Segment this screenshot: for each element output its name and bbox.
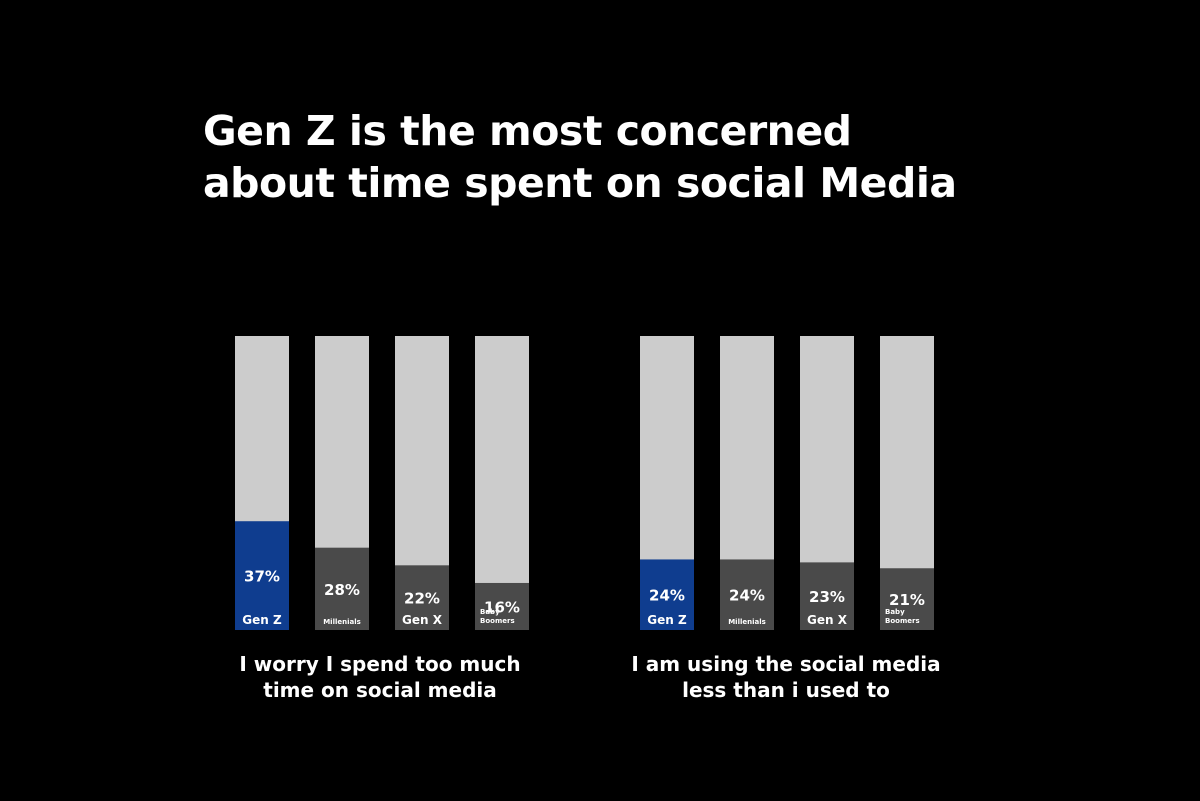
left-chart-category-label-baby-boomers: Baby Boomers — [480, 608, 515, 625]
left-chart-bar-gen-x — [395, 565, 449, 630]
right-chart-caption-line-1: I am using the social media — [631, 652, 941, 676]
left-chart-category-label-gen-z: Gen Z — [242, 613, 282, 627]
chart-title-line-1: Gen Z is the most concerned — [203, 107, 852, 155]
left-chart-caption: I worry I spend too much time on social … — [200, 651, 560, 703]
right-chart-category-label-baby-boomers: Baby Boomers — [885, 608, 920, 625]
left-chart-bar-millenials — [315, 547, 369, 630]
right-chart-category-label-gen-x: Gen X — [807, 613, 848, 627]
right-chart-bar-millenials — [720, 559, 774, 630]
chart-title: Gen Z is the most concerned about time s… — [203, 105, 1103, 209]
right-chart-value-label-millenials: 24% — [729, 587, 765, 605]
right-chart-value-label-gen-x: 23% — [809, 588, 845, 606]
left-chart-value-label-gen-x: 22% — [404, 590, 440, 608]
right-chart-bar-gen-z — [640, 559, 694, 630]
right-chart-category-label-gen-z: Gen Z — [647, 613, 687, 627]
left-chart-category-label-millenials: Millenials — [323, 618, 361, 626]
left-chart-caption-line-2: time on social media — [263, 678, 497, 702]
left-chart-bar-baby-boomers — [475, 582, 529, 630]
right-chart-value-label-baby-boomers: 21% — [889, 591, 925, 609]
left-chart-bar-track-baby-boomers — [475, 336, 529, 630]
left-chart-bar-gen-z — [235, 521, 289, 630]
left-chart-bars: 37% Gen Z 28% Millenials 22% Gen X 16%Baby Boom… — [235, 336, 529, 630]
left-chart-value-label-millenials: 28% — [324, 581, 360, 599]
right-chart-value-label-gen-z: 24% — [649, 587, 685, 605]
right-chart-bar-gen-x — [800, 562, 854, 630]
right-chart-bars: 24% Gen Z 24% Millenials 23% Gen X 21%Baby Boom… — [640, 336, 934, 630]
right-chart-bar-baby-boomers — [880, 568, 934, 630]
right-chart-caption: I am using the social media less than i … — [606, 651, 966, 703]
right-chart-caption-line-2: less than i used to — [682, 678, 890, 702]
left-chart-value-label-baby-boomers: 16% — [484, 598, 520, 616]
left-chart-caption-line-1: I worry I spend too much — [239, 652, 521, 676]
left-chart-category-label-gen-x: Gen X — [402, 613, 443, 627]
left-chart-value-label-gen-z: 37% — [244, 568, 280, 586]
chart-title-line-2: about time spent on social Media — [203, 159, 957, 207]
right-chart-category-label-millenials: Millenials — [728, 618, 766, 626]
